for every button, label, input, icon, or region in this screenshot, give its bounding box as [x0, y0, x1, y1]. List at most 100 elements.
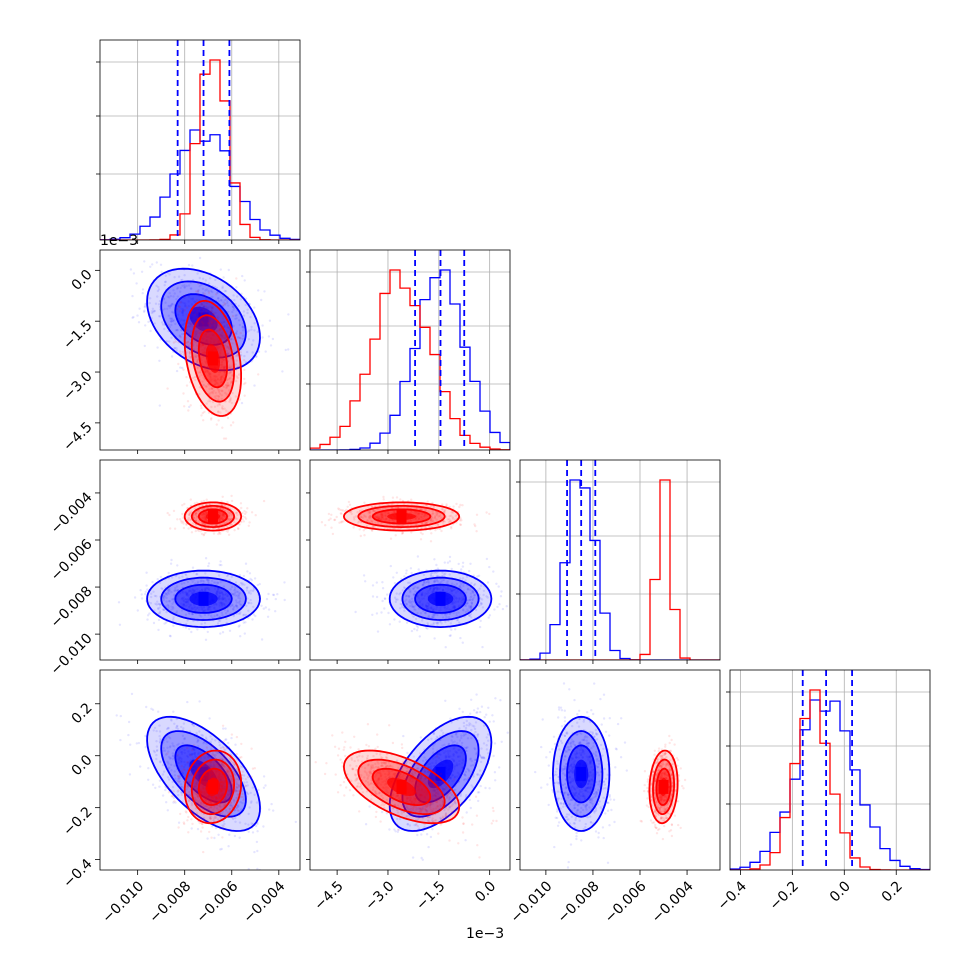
- density-peak: [207, 351, 218, 366]
- contour-line: [371, 508, 432, 525]
- x-tick-label: −0.006: [193, 878, 241, 926]
- contour-line: [371, 767, 432, 807]
- panel-frame: [99, 669, 301, 871]
- contour-line: [146, 569, 261, 629]
- contour-line: [183, 749, 242, 825]
- panel-frame: [99, 249, 301, 451]
- panel-frame: [99, 39, 301, 241]
- hist-panel-2: [519, 459, 721, 661]
- panel-2-1: [320, 495, 508, 649]
- y-tick-label: −4.5: [60, 419, 95, 454]
- y-tick-label: −0.006: [48, 536, 96, 584]
- x-tick-label: −4.5: [311, 878, 346, 913]
- panel-frame: [309, 669, 511, 871]
- density-peak: [435, 591, 446, 606]
- density-peak: [207, 509, 218, 524]
- y-tick-label: −0.4: [60, 856, 95, 891]
- contour-line: [146, 267, 261, 372]
- y-tick-label: −0.2: [60, 804, 95, 839]
- panel-3-0: [115, 692, 297, 870]
- x-tick-label: 0.0: [827, 878, 854, 905]
- contour-line: [357, 505, 446, 529]
- contour-line: [655, 767, 672, 806]
- contour-line: [388, 715, 493, 832]
- contour-line: [652, 758, 675, 815]
- y-tick-label: 0.0: [69, 752, 96, 779]
- panel-frame: [309, 459, 511, 661]
- density-peak: [207, 779, 218, 794]
- panel-2-0: [117, 494, 286, 641]
- panel-3-2: [534, 682, 687, 869]
- contour-line: [559, 730, 604, 818]
- panel-frame: [729, 669, 931, 871]
- y-tick-label: 0.0: [69, 267, 96, 294]
- contour-line: [183, 300, 242, 417]
- contour-line: [388, 569, 493, 629]
- x-tick-label: 0.0: [472, 878, 499, 905]
- density-peak: [576, 766, 587, 781]
- panel-1-0: [129, 256, 290, 440]
- density-peak: [396, 509, 407, 524]
- hist-series-1: [730, 689, 930, 870]
- hist-series-0: [520, 479, 720, 660]
- x-offset-label: 1e−3: [466, 926, 504, 942]
- x-tick-label: −0.008: [146, 878, 194, 926]
- contour-line: [190, 505, 236, 529]
- contour-line: [197, 767, 228, 806]
- y-tick-label: −3.0: [60, 368, 95, 403]
- hist-series-0: [100, 129, 300, 240]
- contour-line: [174, 744, 233, 804]
- hist-series-1: [520, 479, 720, 660]
- panel-frame: [99, 459, 301, 661]
- x-tick-label: −1.5: [413, 878, 448, 913]
- y-tick-label: 0.2: [69, 700, 96, 727]
- contour-line: [160, 280, 247, 359]
- contour-line: [566, 744, 597, 804]
- y-tick-label: −0.010: [48, 630, 96, 678]
- contour-line: [357, 758, 446, 816]
- hist-series-1: [100, 59, 300, 240]
- x-tick-label: −0.004: [649, 878, 697, 926]
- density-peak: [396, 779, 407, 794]
- x-tick-label: −0.4: [715, 878, 750, 913]
- hist-panel-3: [729, 669, 931, 871]
- x-tick-label: −0.2: [767, 878, 802, 913]
- contour-line: [190, 314, 235, 403]
- x-tick-label: 0.2: [879, 878, 906, 905]
- panel-frame: [519, 669, 721, 871]
- panel-3-1: [314, 693, 509, 861]
- density-peak: [198, 591, 209, 606]
- hist-panel-1: [309, 249, 511, 451]
- density-peak: [658, 779, 669, 794]
- x-tick-label: −3.0: [362, 878, 397, 913]
- x-tick-label: −0.008: [555, 878, 603, 926]
- hist-series-1: [310, 269, 510, 450]
- y-tick-label: −0.008: [48, 583, 96, 631]
- contour-line: [401, 576, 480, 621]
- contour-line: [414, 583, 467, 614]
- contour-line: [183, 501, 243, 532]
- y-tick-label: −0.004: [48, 489, 96, 537]
- contour-line: [160, 576, 247, 621]
- contour-line: [146, 715, 261, 832]
- contour-line: [174, 583, 233, 614]
- hist-series-0: [730, 699, 930, 870]
- contour-line: [197, 328, 228, 389]
- contour-line: [190, 758, 235, 815]
- y-offset-label: 1e−3: [100, 233, 138, 249]
- hist-panel-0: [99, 39, 301, 241]
- x-tick-label: −0.010: [99, 878, 147, 926]
- panel-frame: [519, 459, 721, 661]
- x-tick-label: −0.004: [241, 878, 289, 926]
- contour-line: [551, 715, 611, 832]
- panel-frame: [309, 249, 511, 451]
- density-peak: [198, 312, 209, 327]
- y-tick-label: −1.5: [60, 318, 95, 353]
- contour-line: [342, 501, 461, 532]
- x-tick-label: −0.006: [602, 878, 650, 926]
- contour-line: [648, 749, 679, 825]
- contour-line: [342, 749, 461, 825]
- x-tick-label: −0.010: [508, 878, 556, 926]
- density-peak: [435, 766, 446, 781]
